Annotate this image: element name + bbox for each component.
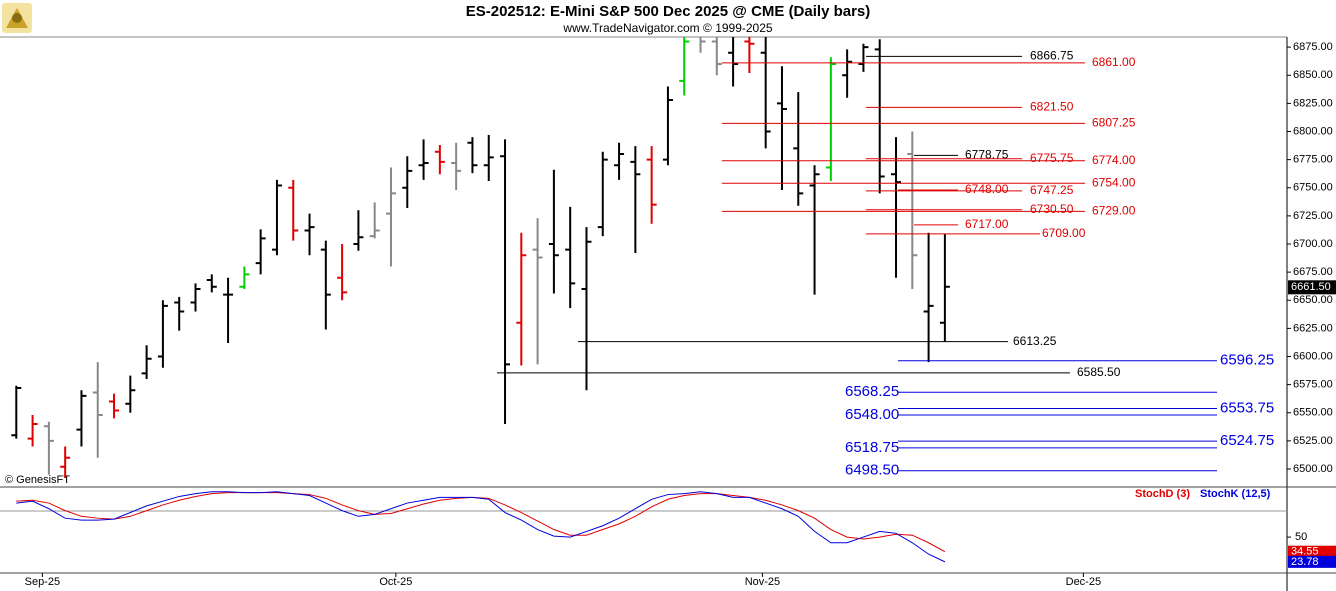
y-tick-label: 50 xyxy=(1295,531,1307,543)
level-label: 6518.75 xyxy=(845,439,899,456)
y-tick-label: 6700.00 xyxy=(1293,238,1333,250)
level-label: 6821.50 xyxy=(1030,99,1074,113)
level-label: 6498.50 xyxy=(845,462,899,479)
level-label: 6747.25 xyxy=(1030,183,1074,197)
level-label: 6754.00 xyxy=(1092,175,1136,189)
y-tick-label: 6725.00 xyxy=(1293,210,1333,222)
level-label: 6709.00 xyxy=(1042,226,1086,240)
legend-entry: StochK (12,5) xyxy=(1200,488,1271,500)
value-tag-label: 23.78 xyxy=(1291,556,1319,568)
y-tick-label: 6575.00 xyxy=(1293,379,1333,391)
stoch-plot xyxy=(16,491,946,563)
level-label: 6729.00 xyxy=(1092,204,1136,218)
x-tick-label: Dec-25 xyxy=(1066,576,1101,588)
y-tick-label: 6525.00 xyxy=(1293,435,1333,447)
logo xyxy=(2,3,32,33)
level-label: 6596.25 xyxy=(1220,352,1274,369)
level-label: 6524.75 xyxy=(1220,432,1274,449)
level-label: 6774.00 xyxy=(1092,153,1136,167)
y-tick-label: 6825.00 xyxy=(1293,97,1333,109)
level-label: 6717.00 xyxy=(965,217,1009,231)
x-tick-label: Oct-25 xyxy=(379,576,412,588)
credit: © GenesisFT xyxy=(5,474,70,486)
y-tick-label: 6850.00 xyxy=(1293,69,1333,81)
chart-title: ES-202512: E-Mini S&P 500 Dec 2025 @ CME… xyxy=(466,3,871,20)
value-tag xyxy=(1288,555,1336,568)
chart-subtitle: www.TradeNavigator.com © 1999-2025 xyxy=(562,21,772,35)
price-plot xyxy=(11,37,950,478)
y-tick-label: 6600.00 xyxy=(1293,350,1333,362)
level-label: 6548.00 xyxy=(845,406,899,423)
y-tick-label: 6500.00 xyxy=(1293,463,1333,475)
level-label: 6553.75 xyxy=(1220,400,1274,417)
y-tick-label: 6875.00 xyxy=(1293,41,1333,53)
level-label: 6613.25 xyxy=(1013,334,1057,348)
y-tick-label: 6550.00 xyxy=(1293,407,1333,419)
level-label: 6778.75 xyxy=(965,148,1009,162)
legend-entry: StochD (3) xyxy=(1135,488,1190,500)
value-tag xyxy=(1288,545,1336,558)
level-label: 6730.50 xyxy=(1030,202,1074,216)
level-label: 6748.00 xyxy=(965,182,1009,196)
y-tick-label: 6625.00 xyxy=(1293,322,1333,334)
level-label: 6807.25 xyxy=(1092,116,1136,130)
y-tick-label: 6750.00 xyxy=(1293,182,1333,194)
level-label: 6775.75 xyxy=(1030,151,1074,165)
last-price-tag xyxy=(1288,280,1336,295)
level-label: 6585.50 xyxy=(1077,365,1121,379)
y-tick-label: 6675.00 xyxy=(1293,266,1333,278)
y-tick-label: 6775.00 xyxy=(1293,154,1333,166)
level-label: 6568.25 xyxy=(845,383,899,400)
y-tick-label: 6800.00 xyxy=(1293,125,1333,137)
level-label: 6861.00 xyxy=(1092,55,1136,69)
x-tick-label: Nov-25 xyxy=(745,576,780,588)
x-tick-label: Sep-25 xyxy=(25,576,60,588)
y-tick-label: 6650.00 xyxy=(1293,294,1333,306)
level-label: 6866.75 xyxy=(1030,49,1074,63)
last-price-label: 6661.50 xyxy=(1291,281,1331,293)
stoch-line xyxy=(16,491,946,563)
value-tag-label: 34.55 xyxy=(1291,546,1319,558)
